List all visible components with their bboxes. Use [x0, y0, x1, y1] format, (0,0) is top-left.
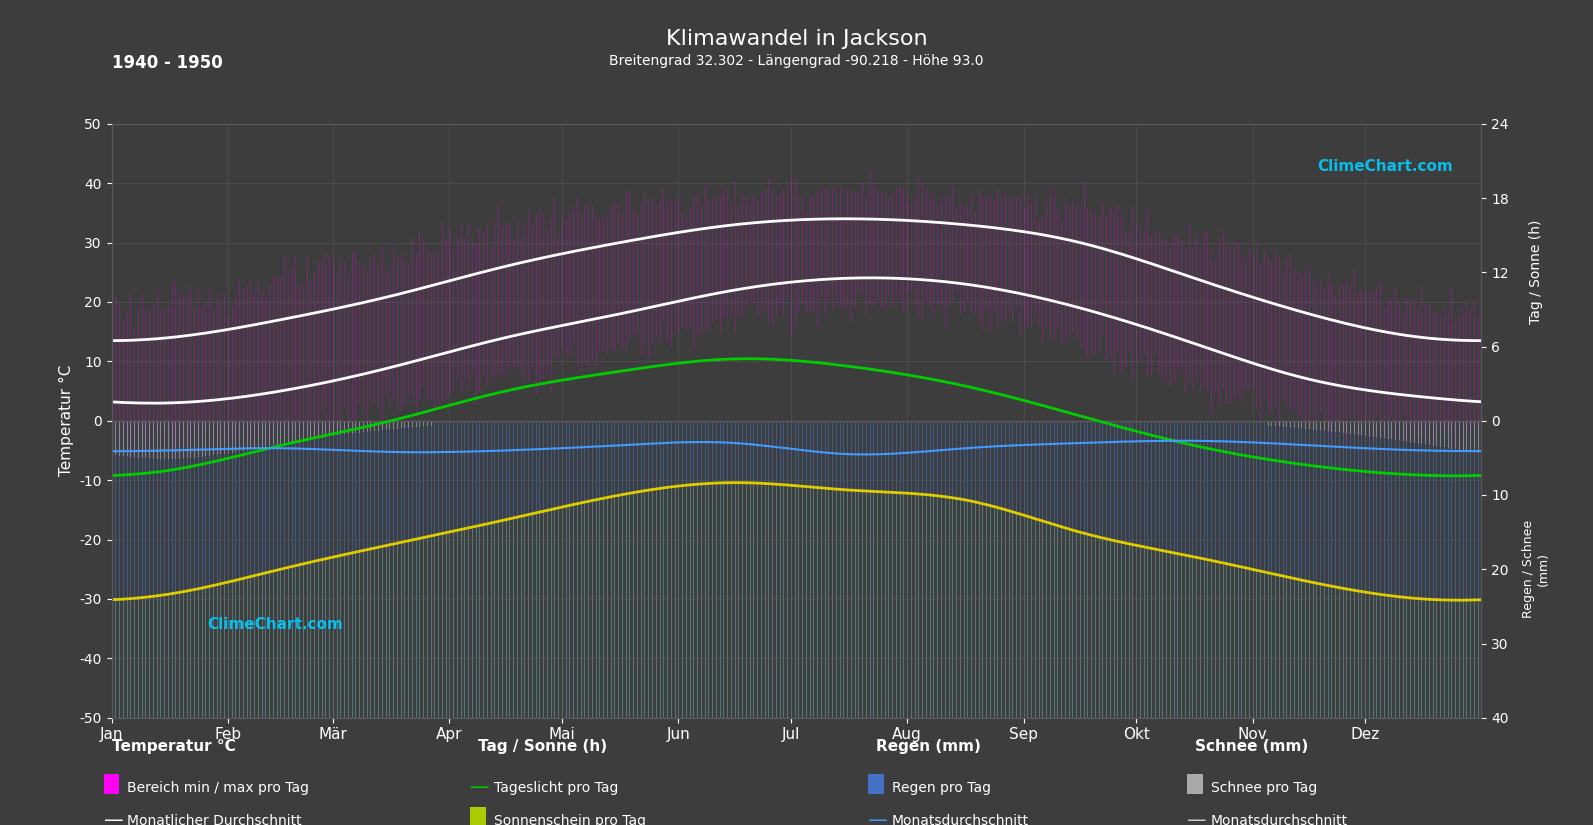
Text: Monatsdurchschnitt: Monatsdurchschnitt [1211, 814, 1348, 825]
Text: Schnee pro Tag: Schnee pro Tag [1211, 781, 1317, 794]
Text: ClimeChart.com: ClimeChart.com [207, 616, 342, 632]
Y-axis label: Temperatur °C: Temperatur °C [59, 365, 73, 477]
Text: Bereich min / max pro Tag: Bereich min / max pro Tag [127, 781, 309, 794]
Text: 1940 - 1950: 1940 - 1950 [112, 54, 223, 72]
Text: Schnee (mm): Schnee (mm) [1195, 738, 1308, 754]
Text: Sonnenschein pro Tag: Sonnenschein pro Tag [494, 814, 645, 825]
Text: Monatsdurchschnitt: Monatsdurchschnitt [892, 814, 1029, 825]
Text: Tag / Sonne (h): Tag / Sonne (h) [1529, 220, 1544, 324]
Text: Temperatur °C: Temperatur °C [112, 738, 236, 754]
Text: Tag / Sonne (h): Tag / Sonne (h) [478, 738, 607, 754]
Text: —: — [868, 811, 887, 825]
Text: Regen / Schnee
(mm): Regen / Schnee (mm) [1523, 521, 1550, 618]
Text: —: — [104, 811, 123, 825]
Text: Monatlicher Durchschnitt: Monatlicher Durchschnitt [127, 814, 303, 825]
Text: Regen (mm): Regen (mm) [876, 738, 981, 754]
Text: —: — [1187, 811, 1206, 825]
Text: Breitengrad 32.302 - Längengrad -90.218 - Höhe 93.0: Breitengrad 32.302 - Längengrad -90.218 … [609, 54, 984, 68]
Text: Regen pro Tag: Regen pro Tag [892, 781, 991, 794]
Text: ClimeChart.com: ClimeChart.com [1317, 159, 1453, 174]
Text: Klimawandel in Jackson: Klimawandel in Jackson [666, 29, 927, 49]
Text: —: — [470, 778, 489, 798]
Text: Tageslicht pro Tag: Tageslicht pro Tag [494, 781, 618, 794]
